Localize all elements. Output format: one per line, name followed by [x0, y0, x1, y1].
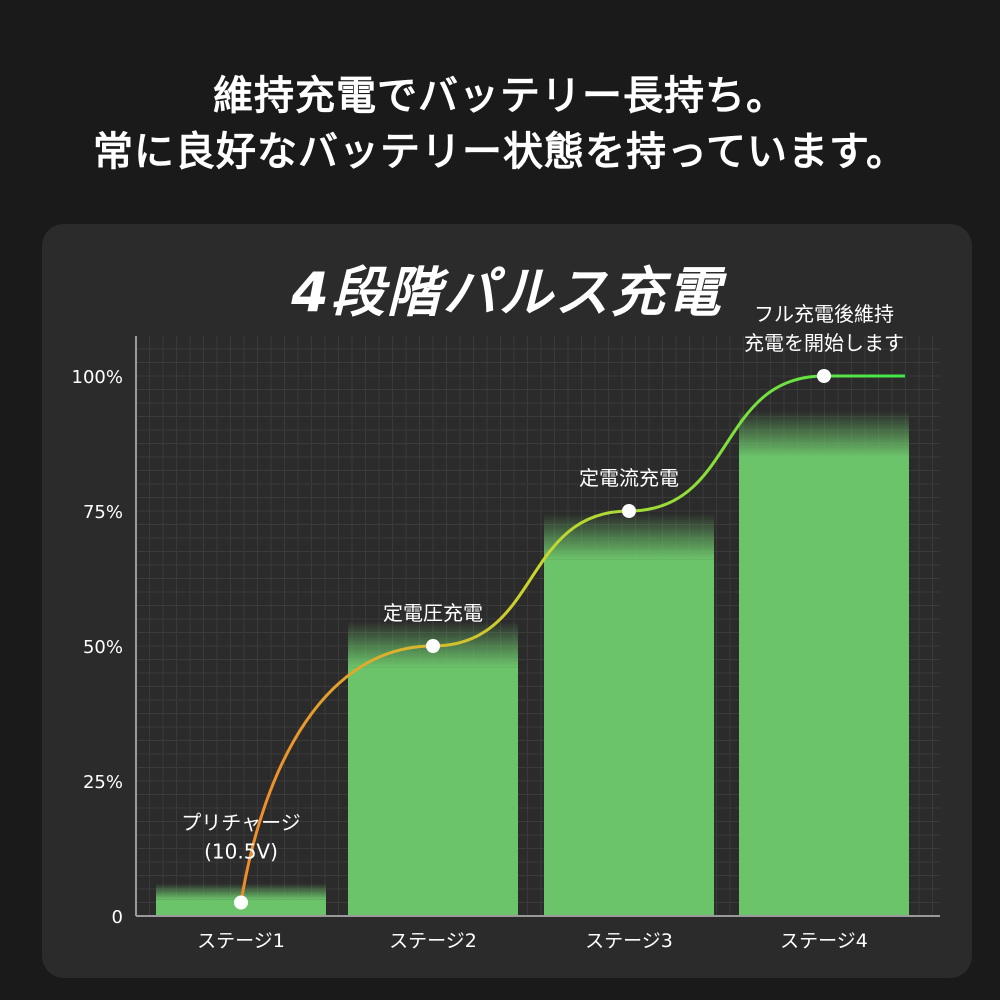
x-tick-label: ステージ2	[389, 930, 477, 952]
data-point	[234, 895, 248, 910]
bar-fade	[156, 883, 326, 900]
y-tick-label: 50%	[83, 637, 123, 658]
point-annotation: 定電圧充電	[383, 601, 483, 625]
y-tick-label: 0	[112, 907, 123, 928]
annotation-text: 定電流充電	[579, 466, 679, 490]
series-line	[239, 374, 905, 903]
y-tick-label: 75%	[83, 502, 123, 523]
chart-title: 4段階パルス充電	[291, 261, 723, 324]
bar-fade	[739, 411, 909, 457]
bar-fade	[544, 513, 714, 560]
annotation-text: 定電圧充電	[383, 601, 483, 625]
bar	[739, 457, 909, 916]
x-tick-label: ステージ3	[585, 930, 673, 952]
point-annotation: プリチャージ (10.5V)	[181, 811, 300, 864]
x-tick-label: ステージ4	[780, 930, 868, 952]
bar	[544, 559, 714, 916]
headline-line-2: 常に良好なバッテリー状態を持っています。	[93, 129, 907, 175]
data-point	[426, 639, 440, 653]
annotation-text: (10.5V)	[204, 840, 278, 864]
annotation-text: 充電を開始します	[744, 331, 904, 355]
headline-line-1: 維持充電でバッテリー長持ち。	[213, 73, 787, 119]
bar	[348, 667, 518, 916]
annotation-text: フル充電後維持	[754, 302, 894, 326]
x-tick-label: ステージ1	[197, 930, 285, 952]
point-annotation: 定電流充電	[579, 466, 679, 490]
y-tick-label: 100%	[72, 367, 123, 388]
y-tick-label: 25%	[83, 772, 123, 793]
annotation-text: プリチャージ	[181, 811, 300, 835]
headline: 維持充電でバッテリー長持ち。 常に良好なバッテリー状態を持っています。	[0, 68, 1000, 180]
data-point	[622, 504, 636, 518]
data-point	[817, 369, 831, 383]
